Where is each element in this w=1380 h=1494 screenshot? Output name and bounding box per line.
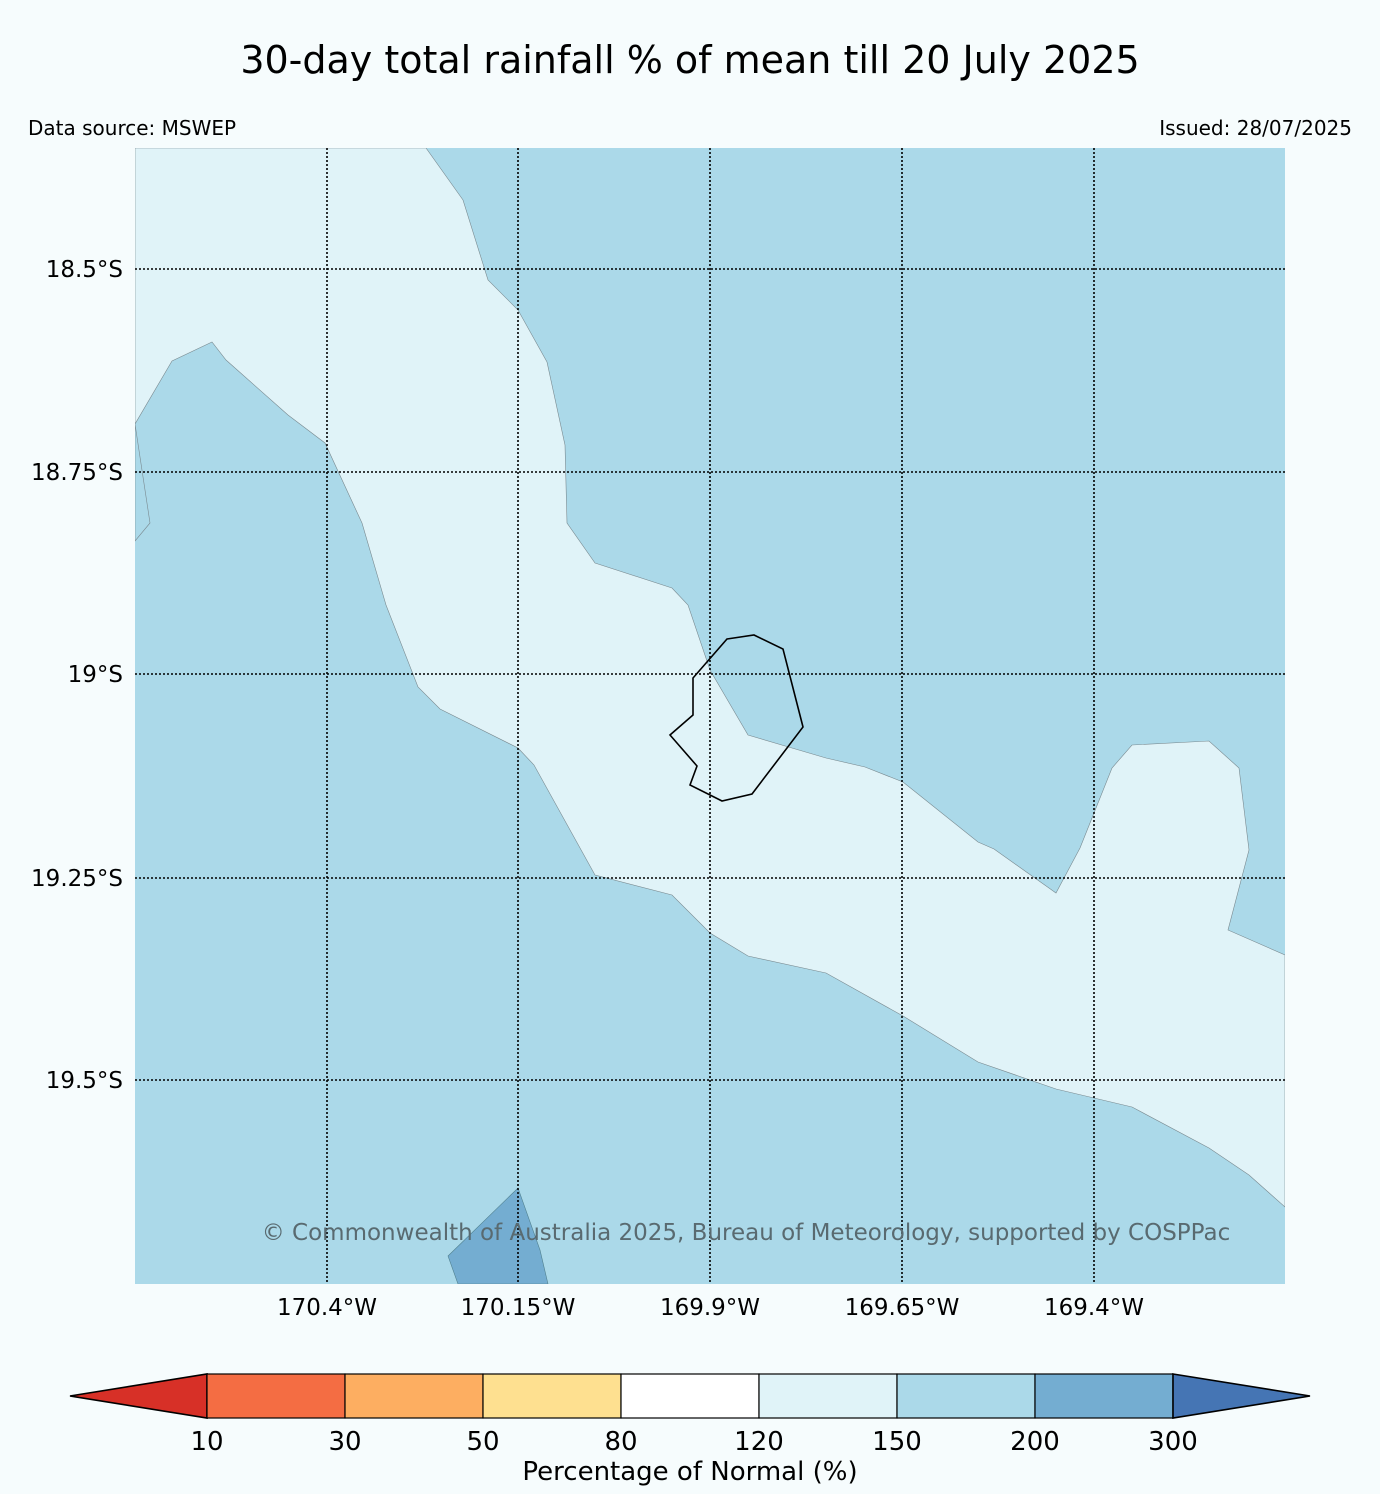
region-150-200-west bbox=[135, 423, 151, 542]
issued-date-label: Issued: 28/07/2025 bbox=[1159, 116, 1352, 140]
lat-label-19: 19°S bbox=[68, 662, 123, 688]
lat-label-19-5: 19.5°S bbox=[46, 1068, 123, 1094]
page-title: 30-day total rainfall % of mean till 20 … bbox=[240, 38, 1140, 82]
colorbar-bin-10-30 bbox=[206, 1373, 346, 1419]
graticule bbox=[135, 148, 1285, 1284]
lon-label-170-15: 170.15°W bbox=[461, 1295, 576, 1321]
data-source-label: Data source: MSWEP bbox=[28, 116, 237, 140]
island-outline bbox=[668, 634, 804, 802]
lat-label-19-25: 19.25°S bbox=[31, 866, 123, 892]
lon-label-169-9: 169.9°W bbox=[660, 1295, 760, 1321]
colorbar-tick-50: 50 bbox=[466, 1427, 499, 1457]
colorbar-bin-200-300 bbox=[1034, 1373, 1174, 1419]
map-area: © Commonwealth of Australia 2025, Bureau… bbox=[135, 148, 1285, 1284]
colorbar-tick-150: 150 bbox=[872, 1427, 922, 1457]
region-200-300 bbox=[447, 1187, 549, 1284]
lat-label-18-75: 18.75°S bbox=[31, 460, 123, 486]
colorbar-bin-80-120 bbox=[620, 1373, 760, 1419]
colorbar: 10 30 50 80 120 150 200 300 Percentage o… bbox=[69, 1373, 1311, 1487]
colorbar-bin-150-200 bbox=[896, 1373, 1036, 1419]
colorbar-extend-high bbox=[1172, 1373, 1311, 1419]
lon-label-170-4: 170.4°W bbox=[277, 1295, 377, 1321]
colorbar-tick-300: 300 bbox=[1148, 1427, 1198, 1457]
colorbar-bin-120-150 bbox=[758, 1373, 898, 1419]
lon-label-169-65: 169.65°W bbox=[845, 1295, 960, 1321]
colorbar-tick-10: 10 bbox=[190, 1427, 223, 1457]
colorbar-tick-80: 80 bbox=[604, 1427, 637, 1457]
colorbar-bin-50-80 bbox=[482, 1373, 622, 1419]
colorbar-bin-30-50 bbox=[344, 1373, 484, 1419]
colorbar-tick-30: 30 bbox=[328, 1427, 361, 1457]
colorbar-title: Percentage of Normal (%) bbox=[522, 1457, 857, 1487]
copyright-text: © Commonwealth of Australia 2025, Bureau… bbox=[262, 1220, 1231, 1246]
colorbar-tick-120: 120 bbox=[734, 1427, 784, 1457]
lon-label-169-4: 169.4°W bbox=[1044, 1295, 1144, 1321]
colorbar-tick-200: 200 bbox=[1010, 1427, 1060, 1457]
colorbar-extend-low bbox=[69, 1373, 208, 1419]
lat-label-18-5: 18.5°S bbox=[46, 257, 123, 283]
